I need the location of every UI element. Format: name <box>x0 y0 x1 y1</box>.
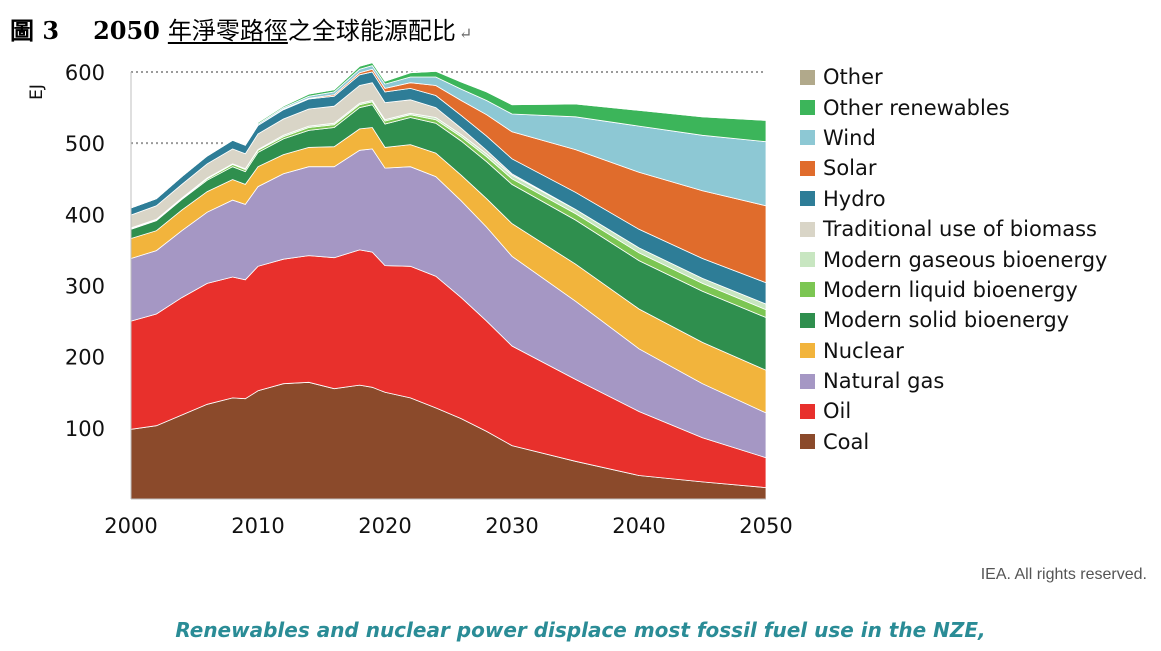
legend-swatch <box>800 343 815 359</box>
legend-label: Nuclear <box>823 338 904 363</box>
legend-item-oil: Oil <box>800 396 1155 426</box>
legend-label: Hydro <box>823 186 886 211</box>
y-tick-label: 200 <box>65 346 105 370</box>
legend-item-nuclear: Nuclear <box>800 336 1155 366</box>
legend-swatch <box>800 282 815 298</box>
x-tick-label: 2000 <box>104 514 157 538</box>
y-tick-label: 300 <box>65 275 105 299</box>
legend-label: Other <box>823 65 883 90</box>
y-tick-label: 500 <box>65 132 105 156</box>
tick-labels: 100 200 300 400 500 600 2000 2010 2020 2030 2040 20… <box>65 61 793 538</box>
legend-label: Other renewables <box>823 95 1010 120</box>
figure-number: 圖 3 <box>10 16 60 45</box>
legend-item-solar: Solar <box>800 153 1155 183</box>
title-rest-text: 之全球能源配比 <box>287 17 456 45</box>
x-tick-label: 2010 <box>231 514 284 538</box>
legend-swatch <box>800 312 815 328</box>
legend-item-modern-gaseous-bioenergy: Modern gaseous bioenergy <box>800 244 1155 274</box>
paragraph-mark-icon: ↵ <box>458 24 473 43</box>
legend-swatch <box>800 191 815 207</box>
legend-swatch <box>800 160 815 176</box>
chart-areas <box>130 61 767 500</box>
legend-label: Modern solid bioenergy <box>823 308 1070 333</box>
legend-item-natural-gas: Natural gas <box>800 366 1155 396</box>
legend-label: Traditional use of biomass <box>823 217 1097 242</box>
y-tick-label: 400 <box>65 203 105 227</box>
stacked-area-chart: 100 200 300 400 500 600 2000 2010 2020 2030 2040 20… <box>27 61 793 538</box>
legend-swatch <box>800 252 815 268</box>
legend-label: Modern gaseous bioenergy <box>823 247 1108 272</box>
x-tick-label: 2030 <box>485 514 538 538</box>
legend-swatch <box>800 221 815 237</box>
legend-item-other: Other <box>800 62 1155 92</box>
x-tick-label: 2050 <box>739 514 792 538</box>
legend-swatch <box>800 434 815 450</box>
chart-axes <box>130 72 766 500</box>
legend-label: Modern liquid bioenergy <box>823 277 1078 302</box>
legend-swatch <box>800 403 815 419</box>
title-year: 2050 <box>93 16 160 45</box>
x-tick-label: 2020 <box>358 514 411 538</box>
legend-label: Oil <box>823 399 852 424</box>
legend-item-coal: Coal <box>800 427 1155 457</box>
legend-label: Wind <box>823 125 876 150</box>
legend-item-modern-liquid-bioenergy: Modern liquid bioenergy <box>800 275 1155 305</box>
y-axis-label: EJ <box>27 84 47 100</box>
legend-label: Natural gas <box>823 369 945 394</box>
chart-caption: Renewables and nuclear power displace mo… <box>175 618 986 642</box>
legend-label: Coal <box>823 429 870 454</box>
y-tick-label: 100 <box>65 417 105 441</box>
chart-container: 100 200 300 400 500 600 2000 2010 2020 2030 2040 20… <box>0 52 1161 562</box>
credit-text: IEA. All rights reserved. <box>980 566 1147 583</box>
title-underlined-text: 年淨零路徑 <box>167 17 288 45</box>
area-other <box>130 61 767 209</box>
legend-swatch <box>800 100 815 116</box>
x-tick-label: 2040 <box>612 514 665 538</box>
legend-item-other-renewables: Other renewables <box>800 92 1155 122</box>
legend-item-hydro: Hydro <box>800 184 1155 214</box>
chart-legend: Other Other renewables Wind Solar Hydro Tradi… <box>800 62 1155 457</box>
legend-item-wind: Wind <box>800 123 1155 153</box>
legend-item-modern-solid-bioenergy: Modern solid bioenergy <box>800 305 1155 335</box>
legend-label: Solar <box>823 156 877 181</box>
document-title: 圖 3 2050 年淨零路徑 之全球能源配比 ↵ <box>10 14 472 48</box>
legend-swatch <box>800 130 815 146</box>
legend-swatch <box>800 373 815 389</box>
legend-item-traditional-use-of-biomass: Traditional use of biomass <box>800 214 1155 244</box>
y-tick-label: 600 <box>65 61 105 85</box>
legend-swatch <box>800 69 815 85</box>
